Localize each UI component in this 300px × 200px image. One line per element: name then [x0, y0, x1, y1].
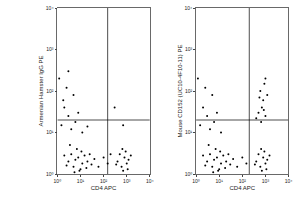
- svg-text:10⁰: 10⁰: [192, 178, 200, 184]
- svg-text:10²: 10²: [100, 178, 108, 184]
- svg-text:Armenian Hamster IgG PE: Armenian Hamster IgG PE: [38, 55, 44, 126]
- svg-text:CD4 APC: CD4 APC: [229, 185, 255, 191]
- svg-text:10²: 10²: [46, 88, 54, 94]
- svg-text:10⁴: 10⁴: [46, 5, 54, 11]
- svg-text:Mouse CD152 (UC10-4F10-11) PE: Mouse CD152 (UC10-4F10-11) PE: [177, 45, 183, 138]
- svg-text:10¹: 10¹: [185, 129, 193, 135]
- svg-text:10⁴: 10⁴: [285, 178, 293, 184]
- svg-text:10³: 10³: [262, 178, 270, 184]
- svg-text:10¹: 10¹: [216, 178, 224, 184]
- svg-text:CD4 APC: CD4 APC: [91, 185, 117, 191]
- svg-text:10²: 10²: [185, 88, 193, 94]
- svg-text:10¹: 10¹: [77, 178, 85, 184]
- svg-text:10⁰: 10⁰: [46, 171, 54, 177]
- svg-text:10³: 10³: [46, 46, 54, 52]
- svg-text:10³: 10³: [123, 178, 131, 184]
- svg-text:10⁴: 10⁴: [185, 5, 193, 11]
- svg-text:10³: 10³: [185, 46, 193, 52]
- svg-text:10⁰: 10⁰: [54, 178, 62, 184]
- svg-text:10⁰: 10⁰: [185, 171, 193, 177]
- svg-text:10²: 10²: [239, 178, 247, 184]
- svg-text:10⁴: 10⁴: [146, 178, 154, 184]
- svg-text:10¹: 10¹: [46, 129, 54, 135]
